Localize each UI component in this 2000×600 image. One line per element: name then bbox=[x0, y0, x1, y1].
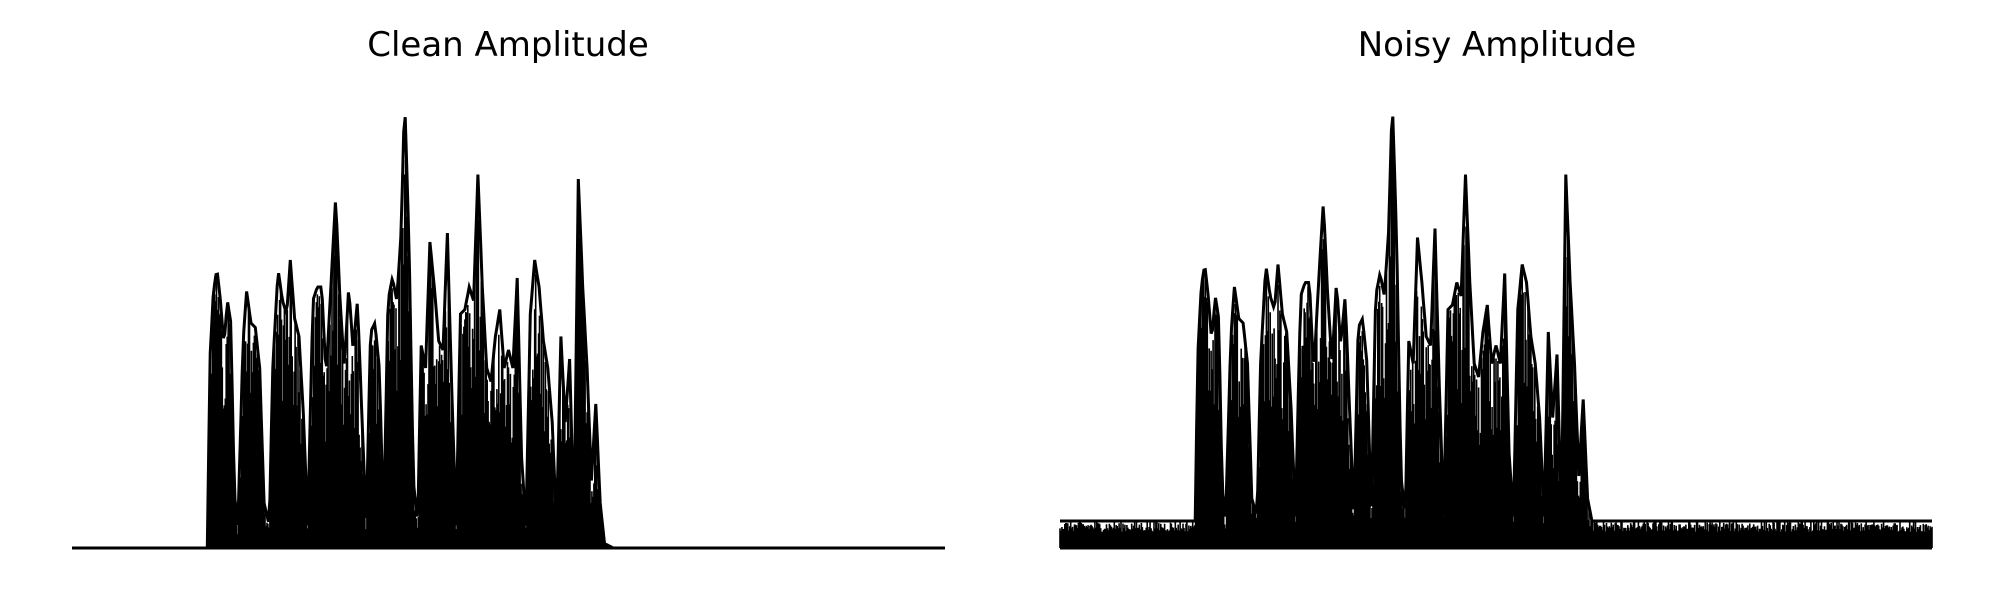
waveform-trace bbox=[207, 160, 614, 548]
waveform-trace bbox=[1059, 127, 1933, 548]
waveform-envelope bbox=[1060, 116, 1932, 523]
noisy-waveform bbox=[1059, 116, 1933, 550]
chart-title: Clean Amplitude bbox=[367, 25, 649, 65]
clean-waveform bbox=[72, 117, 945, 550]
noisy-amplitude-panel: Noisy Amplitude bbox=[1059, 25, 1933, 550]
chart-title: Noisy Amplitude bbox=[1358, 25, 1637, 65]
clean-amplitude-panel: Clean Amplitude bbox=[72, 25, 945, 550]
